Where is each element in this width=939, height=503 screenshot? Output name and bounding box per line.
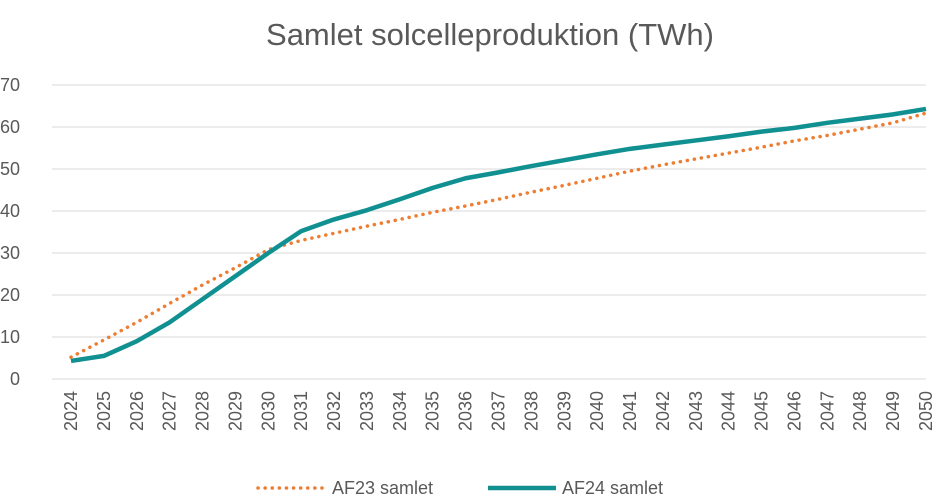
series-line [70,106,927,364]
x-tick-label: 2044 [719,391,739,431]
x-tick-label: 2048 [850,391,870,431]
y-tick-label: 40 [0,201,20,221]
chart-title: Samlet solcelleproduktion (TWh) [266,17,714,52]
x-tick-label: 2050 [916,391,936,431]
x-tick-label: 2026 [127,391,147,431]
x-tick-label: 2034 [390,391,410,431]
x-tick-label: 2047 [817,391,837,431]
x-tick-label: 2024 [61,391,81,431]
x-tick-label: 2037 [489,391,509,431]
legend-label: AF24 samlet [562,478,663,498]
y-tick-label: 50 [0,159,20,179]
x-tick-label: 2043 [686,391,706,431]
legend-label: AF23 samlet [332,478,433,498]
x-tick-label: 2049 [883,391,903,431]
x-tick-label: 2033 [357,391,377,431]
y-tick-label: 0 [10,369,20,389]
y-tick-label: 20 [0,285,20,305]
x-tick-label: 2035 [423,391,443,431]
y-tick-label: 70 [0,75,20,95]
x-tick-label: 2025 [94,391,114,431]
x-tick-label: 2042 [653,391,673,431]
y-tick-label: 60 [0,117,20,137]
series-line [69,111,928,359]
x-tick-label: 2032 [324,391,344,431]
x-tick-label: 2028 [193,391,213,431]
y-tick-label: 10 [0,327,20,347]
x-tick-label: 2041 [620,391,640,431]
x-tick-label: 2039 [554,391,574,431]
x-tick-label: 2045 [752,391,772,431]
x-tick-label: 2046 [784,391,804,431]
y-tick-label: 30 [0,243,20,263]
x-tick-label: 2031 [291,391,311,431]
x-tick-label: 2038 [521,391,541,431]
x-tick-label: 2027 [160,391,180,431]
x-tick-label: 2040 [587,391,607,431]
x-tick-label: 2036 [456,391,476,431]
x-tick-label: 2030 [258,391,278,431]
x-tick-label: 2029 [225,391,245,431]
